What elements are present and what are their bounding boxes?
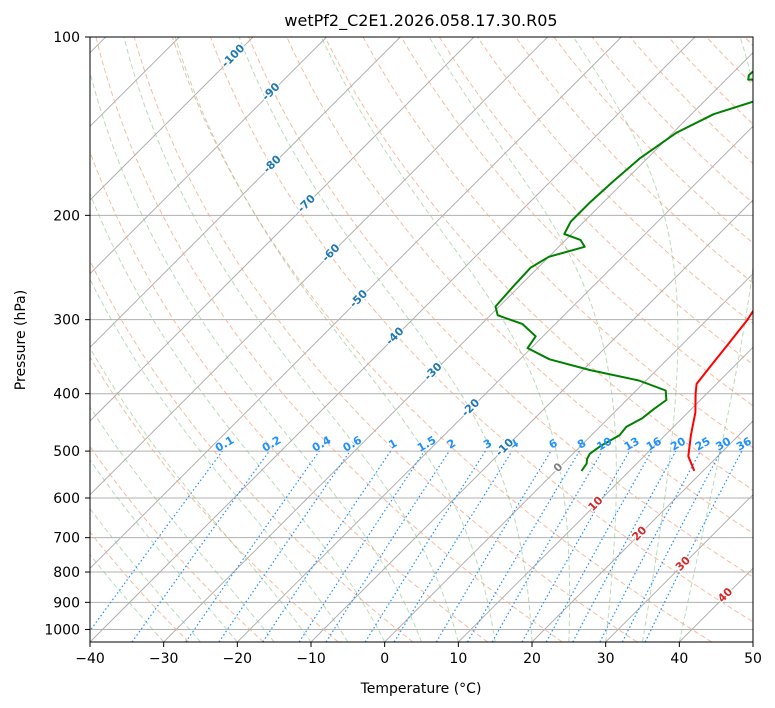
temperature-profile [687, 309, 753, 472]
y-tick-label: 300 [53, 313, 80, 329]
moist-adiabat [90, 406, 275, 642]
moist-adiabat [238, 37, 533, 642]
x-tick-label: 0 [380, 651, 389, 667]
isotherm-line [531, 420, 753, 642]
x-tick-label: 50 [744, 651, 762, 667]
y-tick-label: 900 [53, 595, 80, 611]
mixing-ratio-line [644, 450, 743, 642]
y-tick-label: 1000 [44, 622, 80, 638]
dry-adiabat [324, 37, 753, 491]
mixing-ratio-line [131, 450, 270, 642]
isotherm-line [90, 37, 328, 275]
dry-adiabat [210, 37, 753, 623]
dry-adiabat [171, 37, 712, 642]
y-tick-label: 500 [53, 444, 80, 460]
y-tick-label: 700 [53, 531, 80, 547]
dry-adiabats [90, 37, 753, 642]
y-tick-label: 600 [53, 491, 80, 507]
y-axis-label: Pressure (hPa) [13, 290, 29, 390]
mixing-ratio-line [325, 450, 450, 642]
dry-adiabat [286, 37, 753, 534]
mixing-ratio-line [218, 450, 351, 642]
isotherm-line [90, 37, 622, 570]
isotherm-line [90, 37, 549, 496]
moist-adiabat [90, 459, 238, 642]
moist-adiabats [90, 37, 753, 642]
moist-adiabat [572, 37, 679, 642]
mixing-ratio-line [262, 450, 392, 642]
mixing-ratio-line [572, 450, 677, 642]
mixing-ratio-line [298, 450, 425, 642]
x-tick-label: 40 [670, 651, 688, 667]
dry-adiabat [438, 37, 753, 366]
x-tick-label: −10 [296, 651, 326, 667]
isotherm-line [384, 272, 753, 642]
isotherm-line [90, 37, 254, 201]
dry-adiabat [591, 37, 753, 204]
moist-adiabat [90, 192, 386, 642]
mixing-ratio-line [545, 450, 653, 642]
x-tick-label: 30 [597, 651, 615, 667]
mixing-ratio-lines [90, 450, 743, 642]
dry-adiabat [248, 37, 753, 578]
moist-adiabat [678, 37, 753, 642]
dry-adiabat [95, 37, 563, 642]
isotherm-line [90, 37, 475, 422]
y-tick-label: 800 [53, 565, 80, 581]
mixing-ratio-line [185, 450, 320, 642]
isotherm-line [605, 493, 753, 642]
plot-frame [89, 36, 754, 643]
x-tick-label: −20 [223, 651, 253, 667]
moist-adiabat [90, 278, 349, 642]
mixing-ratio-line [393, 450, 513, 642]
dry-adiabat [133, 37, 638, 642]
dry-adiabat [362, 37, 753, 449]
x-tick-label: −40 [75, 651, 105, 667]
dry-adiabat [553, 37, 753, 244]
x-axis-label: Temperature (°C) [360, 681, 482, 697]
dry-adiabat [90, 150, 488, 642]
isotherm-line [236, 125, 753, 642]
moist-adiabat [90, 347, 312, 642]
y-tick-label: 400 [53, 387, 80, 403]
x-axis-ticks: −40 −30 −20 −10 0 10 20 30 40 50 [75, 642, 762, 667]
x-tick-label: 20 [523, 651, 541, 667]
mixing-ratio-label: 36 [734, 434, 754, 453]
x-tick-label: 10 [449, 651, 467, 667]
moist-adiabat [320, 37, 571, 642]
mixing-ratio-line [90, 450, 223, 632]
x-tick-label: −30 [149, 651, 179, 667]
moist-adiabat [428, 37, 617, 642]
y-tick-label: 200 [53, 208, 80, 224]
isotherm-line [90, 37, 401, 349]
moist-adiabat [123, 37, 459, 642]
dry-adiabat [90, 259, 414, 642]
isotherm-line [457, 346, 753, 642]
chart-title: wetPf2_C2E1.2026.058.17.30.R05 [284, 11, 557, 31]
moist-adiabat [174, 37, 496, 642]
mixing-ratio-line [521, 450, 631, 642]
y-axis-ticks: 1000 900 800 700 600 500 400 300 200 100 [44, 30, 90, 638]
dry-adiabat [400, 37, 753, 407]
dry-adiabat [477, 37, 753, 325]
dry-adiabat [90, 531, 190, 642]
plot-area: 0.1 0.2 0.4 0.6 1 1.5 2 3 4 6 8 10 13 16 20 25 30 36-100-… [90, 37, 754, 642]
y-tick-label: 100 [53, 30, 80, 46]
